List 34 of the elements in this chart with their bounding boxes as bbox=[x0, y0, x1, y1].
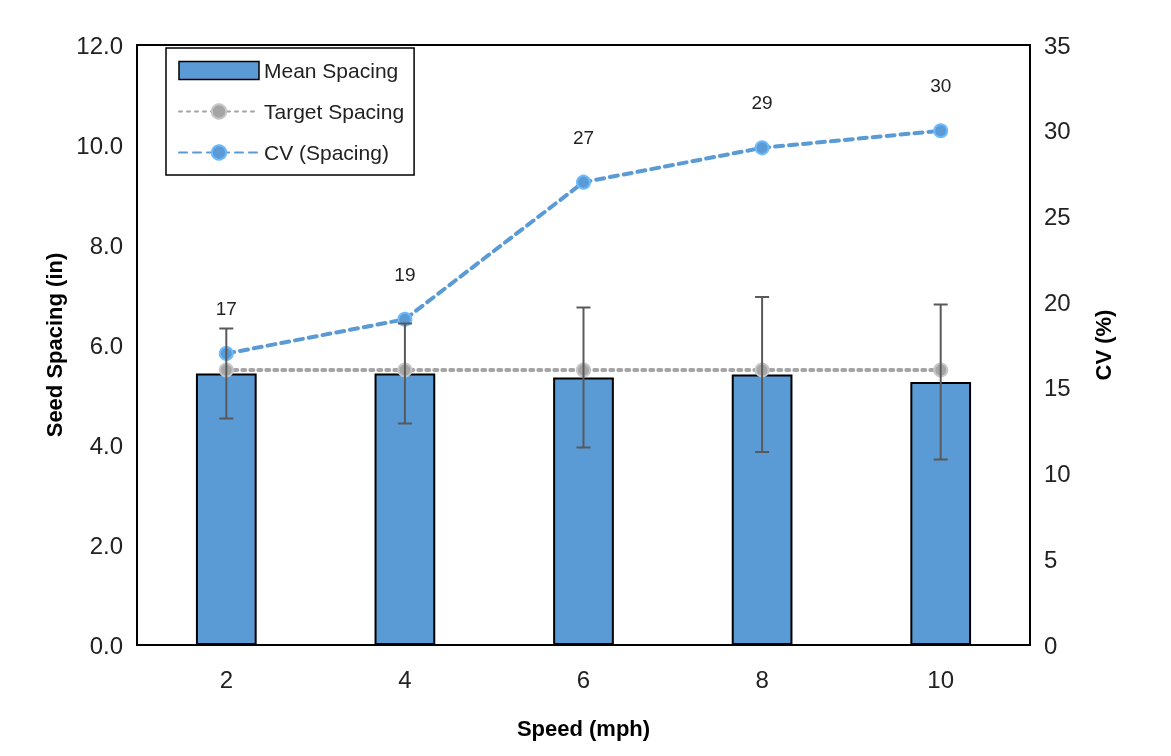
y-tick-label: 10.0 bbox=[76, 131, 123, 159]
y-tick-label: 4.0 bbox=[89, 431, 123, 459]
y-tick-label: 6.0 bbox=[89, 331, 123, 359]
y-axis-title: Seed Spacing (in) bbox=[41, 252, 67, 438]
data-label: 27 bbox=[572, 126, 595, 148]
y2-tick-label: 25 bbox=[1044, 202, 1071, 230]
point bbox=[754, 140, 770, 156]
x-tick-label: 10 bbox=[927, 665, 955, 693]
legend-label: Target Spacing bbox=[264, 100, 405, 123]
legend-label: CV (Spacing) bbox=[264, 141, 389, 164]
y2-tick-label: 0 bbox=[1044, 631, 1058, 659]
x-tick-label: 2 bbox=[219, 665, 233, 693]
legend-label: Mean Spacing bbox=[264, 59, 399, 82]
point bbox=[576, 174, 591, 190]
data-label: 29 bbox=[751, 92, 773, 114]
data-label: 30 bbox=[930, 75, 952, 97]
y-tick-label: 8.0 bbox=[89, 231, 123, 259]
point bbox=[933, 123, 949, 139]
data-label: 19 bbox=[394, 263, 416, 285]
y2-tick-label: 10 bbox=[1044, 460, 1071, 488]
y2-tick-label: 15 bbox=[1044, 374, 1071, 402]
y2-tick-label: 35 bbox=[1044, 31, 1071, 59]
y2-tick-label: 20 bbox=[1044, 288, 1071, 316]
data-label: 17 bbox=[215, 298, 237, 320]
x-tick-label: 8 bbox=[755, 665, 769, 693]
x-axis-title: Speed (mph) bbox=[516, 715, 651, 741]
x-tick-label: 4 bbox=[398, 665, 412, 693]
y-tick-label: 2.0 bbox=[89, 531, 123, 559]
y2-axis-title: CV (%) bbox=[1090, 309, 1116, 381]
y2-tick-label: 30 bbox=[1044, 117, 1071, 145]
y2-tick-label: 5 bbox=[1044, 545, 1058, 573]
y-tick-label: 0.0 bbox=[89, 631, 123, 659]
y-tick-label: 12.0 bbox=[76, 31, 123, 59]
x-tick-label: 6 bbox=[576, 665, 591, 693]
